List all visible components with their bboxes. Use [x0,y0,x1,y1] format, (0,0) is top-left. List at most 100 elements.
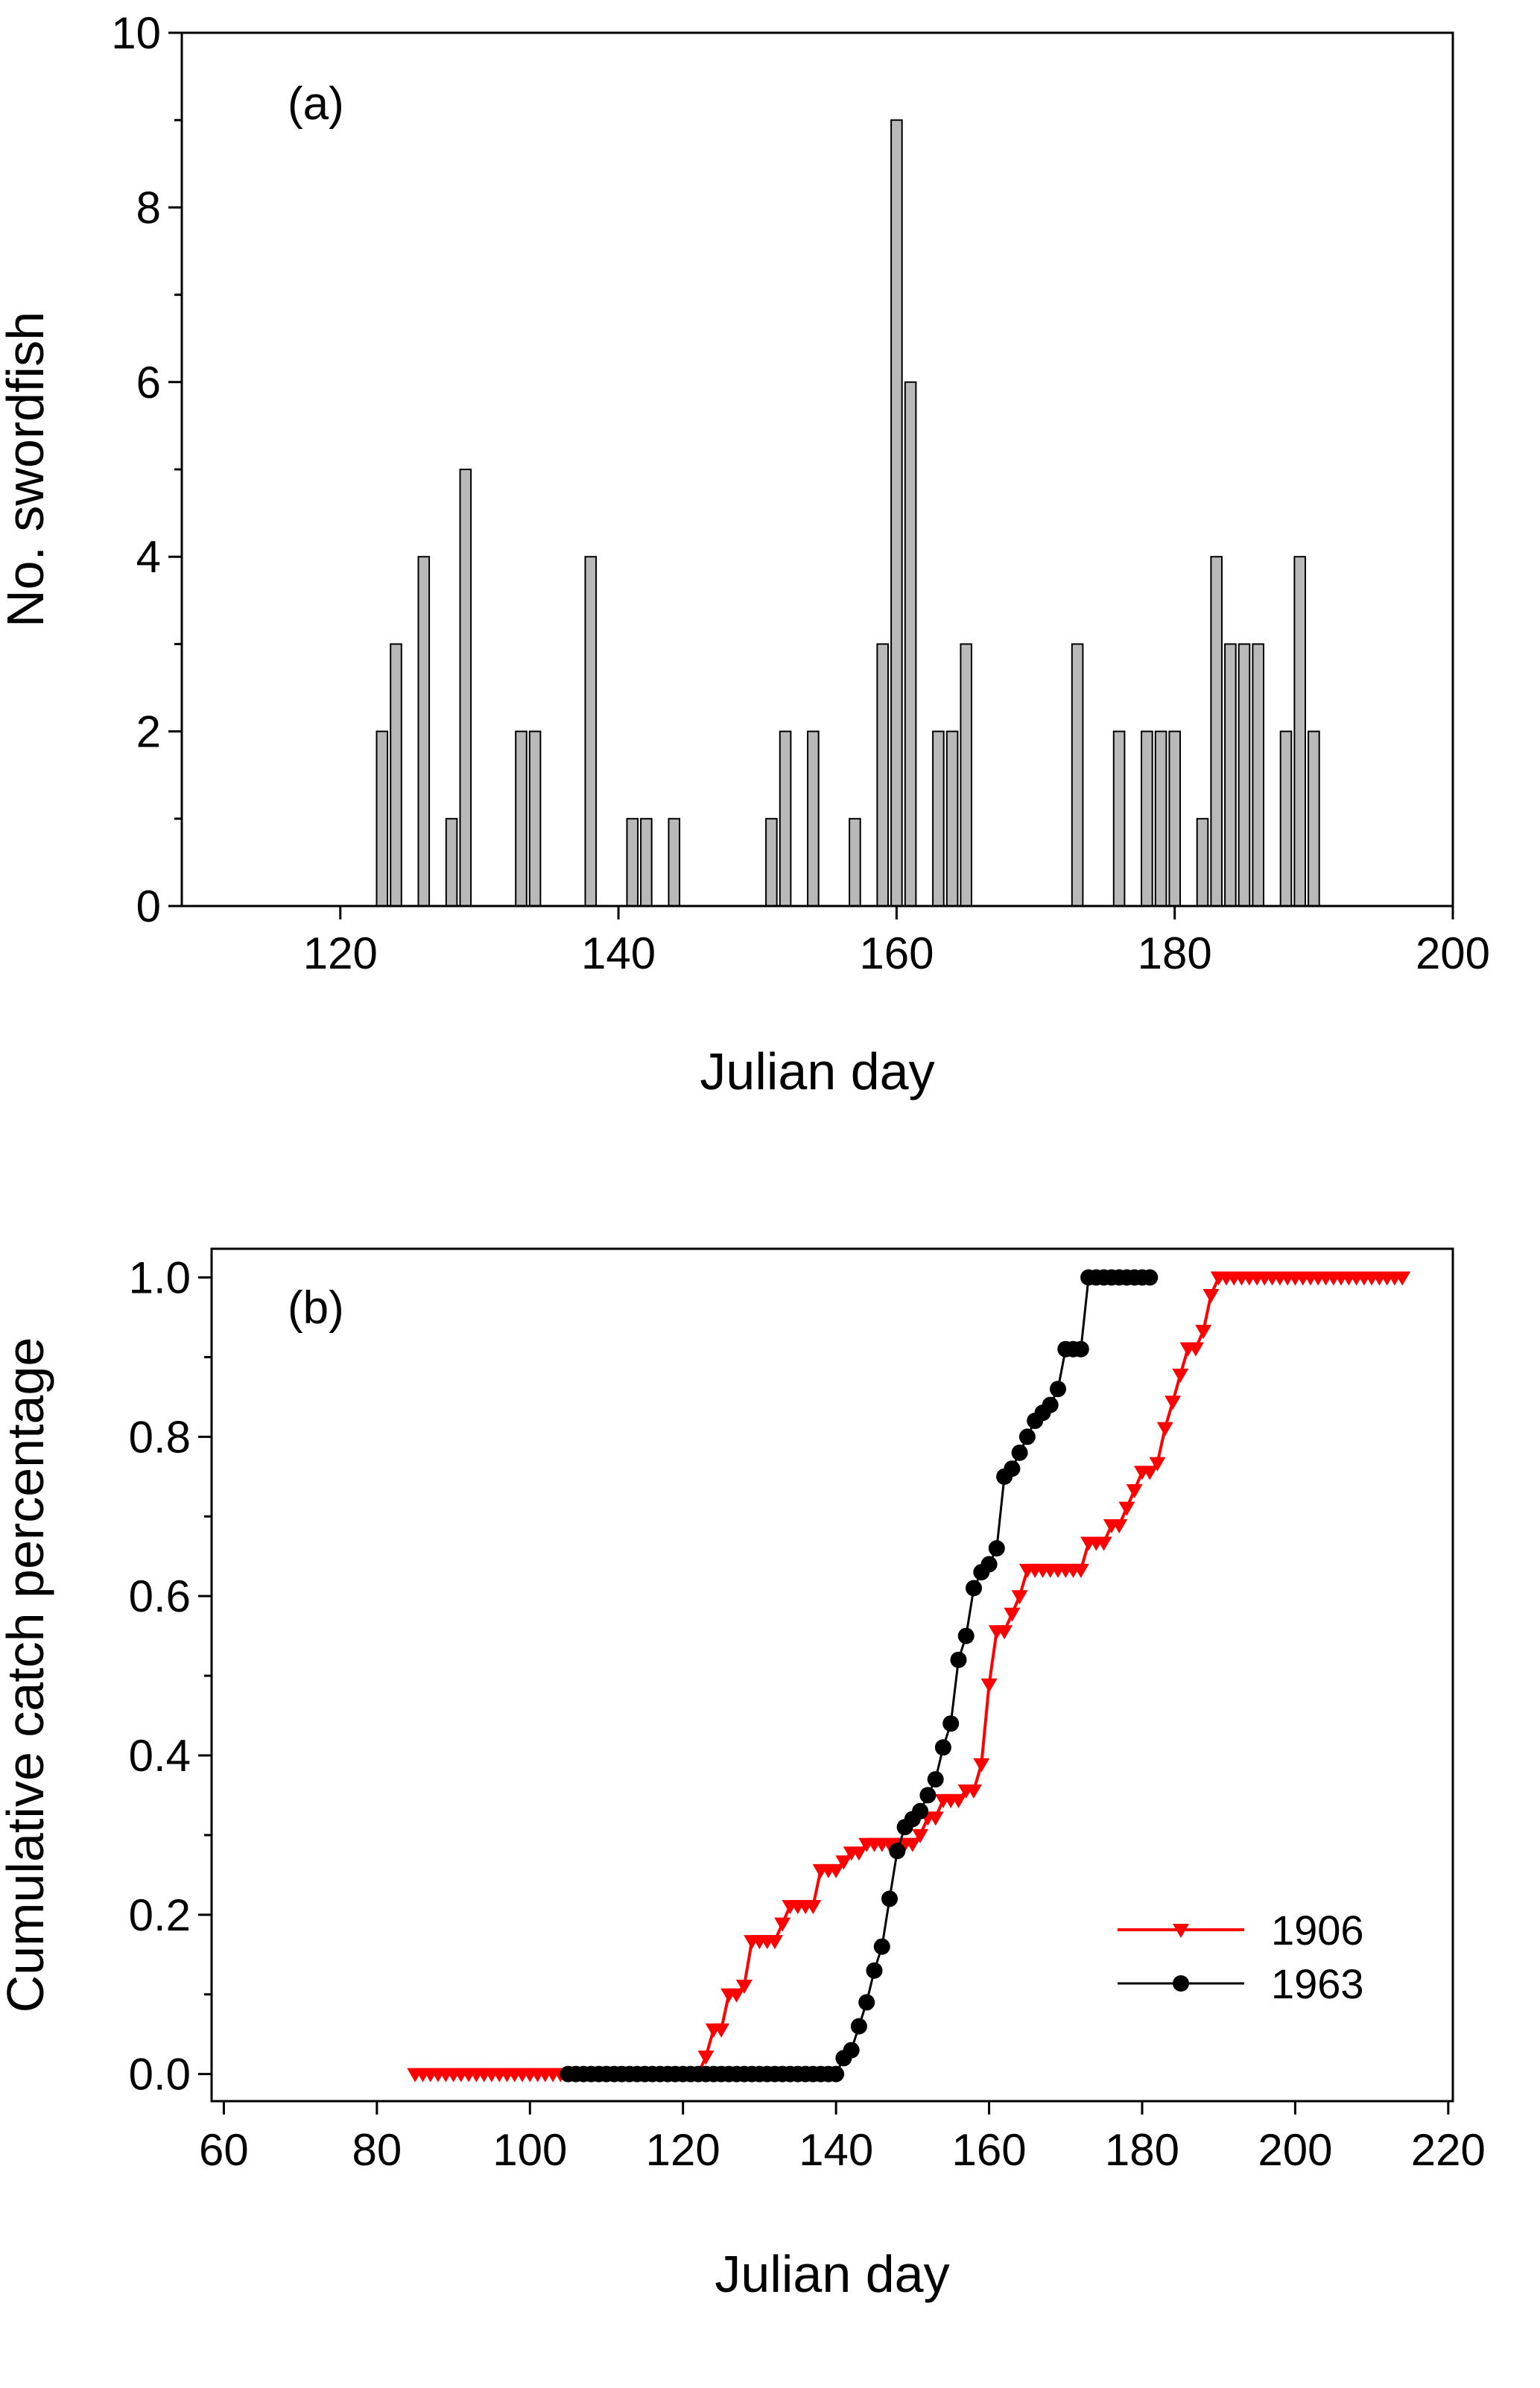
bar [417,556,431,907]
triangle-down-marker [835,1855,852,1870]
circle-marker [1042,1396,1059,1413]
circle-marker [950,1651,967,1668]
y-tick-label: 0.4 [129,1731,191,1781]
bar [1196,817,1209,908]
circle-marker [858,1994,875,2011]
triangle-down-marker [927,1811,944,1826]
bar [779,730,792,907]
y-tick-label: 0.8 [129,1412,191,1462]
triangle-down-marker [1149,1457,1166,1472]
bar [1154,730,1167,907]
circle-marker [850,2018,867,2035]
x-axis-label: Julian day [714,2245,949,2303]
panel-label: (a) [288,78,344,130]
triangle-down-marker [1072,1563,1089,1578]
circle-marker [1141,1269,1159,1286]
circle-marker [980,1556,998,1573]
circle-marker [1072,1340,1089,1358]
bar [515,730,527,907]
y-tick-label: 0 [136,881,161,931]
bar [445,817,458,908]
triangle-down-marker [1141,1466,1159,1480]
bar [890,119,903,908]
y-tick-label: 0.2 [129,1890,191,1940]
circle-marker [873,1938,890,1955]
panel-a-chart: 120 140 160 180 200 0 2 4 6 8 10 Julian day No. swor… [0,8,1490,1100]
circle-marker [1018,1428,1036,1445]
series-line-1963 [568,1276,1150,2076]
triangle-down-marker [805,1900,822,1915]
circle-marker [866,1962,883,1979]
panel-label: (b) [288,1282,344,1334]
triangle-down-marker [697,2050,714,2065]
y-tick-label: 8 [136,183,161,232]
bar [1308,730,1320,907]
y-tick-label: 1.0 [129,1252,191,1302]
bar [876,643,890,908]
bar [668,817,681,908]
y-axis-label: No. swordfish [0,311,54,627]
bar [960,643,973,908]
x-tick-label: 100 [492,2125,567,2175]
x-tick-label: 200 [1258,2125,1332,2175]
triangle-down-marker [912,1828,929,1843]
circle-marker [1004,1460,1021,1478]
bar [945,730,959,907]
triangle-down-marker [735,1980,752,1994]
triangle-down-marker [1173,1924,1189,1938]
circle-marker [957,1627,975,1644]
bar [626,817,639,908]
bar [584,556,598,907]
triangle-down-marker [1394,1271,1411,1286]
x-tick-label: 140 [799,2125,873,2175]
bar [528,730,542,907]
circle-marker [919,1787,937,1804]
bar [640,817,653,908]
circle-marker [1011,1444,1028,1461]
circle-marker [1050,1381,1066,1398]
y-tick-label: 2 [136,707,161,757]
panel-b-chart: 60 80 100 120 140 160 180 200 220 0.0 0.2 0.4 0.6 0.8… [0,1247,1486,2303]
bar [904,381,917,907]
y-tick-label: 4 [136,532,161,582]
x-axis-label: Julian day [700,1042,934,1100]
triangle-down-marker [728,1988,745,2003]
triangle-down-marker [1195,1325,1212,1340]
triangle-down-marker [1164,1396,1182,1410]
circle-marker [934,1739,951,1756]
bar [1238,643,1251,908]
triangle-down-marker [973,1758,990,1773]
x-tick-label: 180 [1138,928,1212,978]
bar [932,730,945,907]
bar [1252,643,1265,908]
triangle-down-marker [1202,1289,1220,1303]
x-tick-label: 180 [1105,2125,1179,2175]
bar [1141,730,1153,907]
triangle-down-marker [1004,1607,1021,1622]
circle-marker [889,1843,906,1860]
triangle-down-marker [1126,1484,1143,1498]
triangle-down-marker [904,1837,921,1852]
x-tick-label: 60 [199,2125,249,2175]
triangle-down-marker [1095,1536,1112,1551]
x-tick-label: 200 [1416,928,1490,978]
circle-marker [828,2065,845,2083]
x-tick-label: 140 [581,928,656,978]
series-line-1906 [415,1276,1403,2076]
circle-marker [966,1580,982,1597]
triangle-down-marker [850,1846,867,1861]
bar [1279,730,1293,907]
circle-marker [912,1802,929,1819]
triangle-down-marker [1111,1519,1128,1533]
triangle-down-marker [1172,1368,1189,1383]
x-tick-label: 80 [352,2125,402,2175]
triangle-down-marker [774,1917,791,1932]
bar [1224,643,1237,908]
x-tick-label: 220 [1411,2125,1486,2175]
bar [376,730,389,907]
bar [1293,556,1307,907]
triangle-down-marker [950,1793,967,1808]
triangle-down-marker [996,1625,1013,1640]
x-tick-label: 160 [859,928,934,978]
